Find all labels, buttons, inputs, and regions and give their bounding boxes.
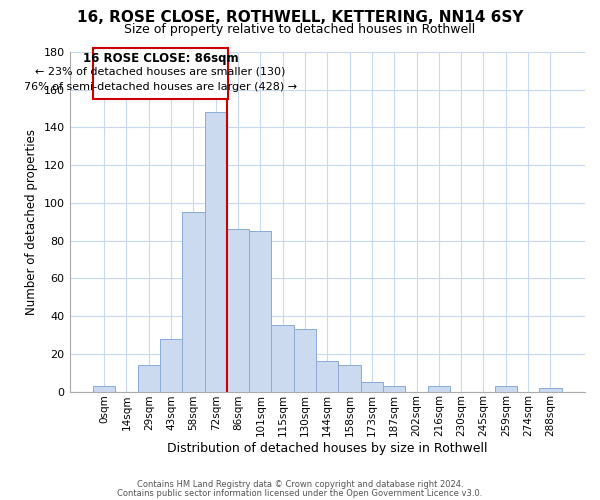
- Bar: [294, 330, 316, 392]
- Bar: [361, 382, 383, 392]
- Text: Contains HM Land Registry data © Crown copyright and database right 2024.: Contains HM Land Registry data © Crown c…: [137, 480, 463, 489]
- Bar: [383, 386, 406, 392]
- Bar: [494, 386, 517, 392]
- Text: ← 23% of detached houses are smaller (130): ← 23% of detached houses are smaller (13…: [35, 67, 286, 77]
- Text: 16 ROSE CLOSE: 86sqm: 16 ROSE CLOSE: 86sqm: [83, 52, 238, 65]
- Bar: [160, 338, 182, 392]
- Bar: [227, 229, 249, 392]
- Bar: [205, 112, 227, 392]
- Bar: [316, 362, 338, 392]
- Text: Size of property relative to detached houses in Rothwell: Size of property relative to detached ho…: [124, 22, 476, 36]
- Bar: [137, 365, 160, 392]
- Y-axis label: Number of detached properties: Number of detached properties: [25, 128, 38, 314]
- X-axis label: Distribution of detached houses by size in Rothwell: Distribution of detached houses by size …: [167, 442, 488, 455]
- Bar: [249, 231, 271, 392]
- Bar: [93, 386, 115, 392]
- Bar: [182, 212, 205, 392]
- Text: 16, ROSE CLOSE, ROTHWELL, KETTERING, NN14 6SY: 16, ROSE CLOSE, ROTHWELL, KETTERING, NN1…: [77, 10, 523, 25]
- Bar: [271, 326, 294, 392]
- Text: Contains public sector information licensed under the Open Government Licence v3: Contains public sector information licen…: [118, 488, 482, 498]
- Bar: [428, 386, 450, 392]
- FancyBboxPatch shape: [93, 48, 228, 99]
- Bar: [338, 365, 361, 392]
- Bar: [539, 388, 562, 392]
- Text: 76% of semi-detached houses are larger (428) →: 76% of semi-detached houses are larger (…: [24, 82, 297, 92]
